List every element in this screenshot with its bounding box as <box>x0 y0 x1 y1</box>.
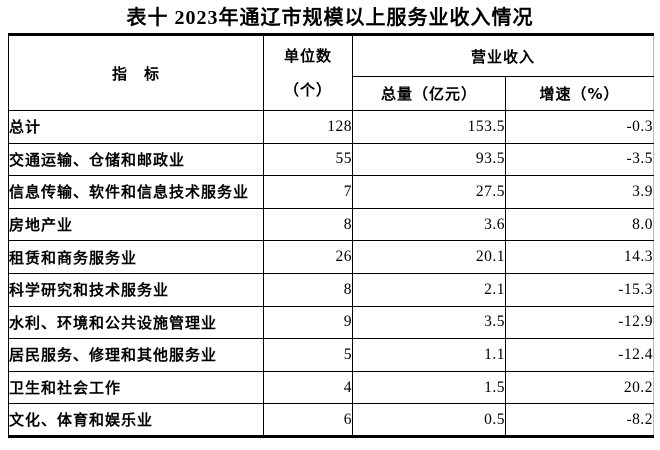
value-cell: 3.9 <box>504 175 655 209</box>
table-header-row-2: 总量（亿元） 增速（%） <box>9 76 655 111</box>
table-body: 总计 128 153.5 -0.3 交通运输、仓储和邮政业 55 93.5 -3.5 信息传输、… <box>8 110 655 437</box>
table-row: 交通运输、仓储和邮政业 55 93.5 -3.5 <box>8 142 655 177</box>
table-header-row-1: 指 标 单位数 （个） 营业收入 <box>8 34 655 111</box>
table-row: 水利、环境和公共设施管理业 9 3.5 -12.9 <box>8 305 655 340</box>
value-cell: -8.2 <box>504 403 655 437</box>
value-cell: -12.4 <box>504 338 655 372</box>
value-cell: 20.2 <box>504 370 655 405</box>
indicator-cell: 科学研究和技术服务业 <box>8 272 264 307</box>
indicator-cell: 房地产业 <box>8 207 264 242</box>
value-cell: 14.3 <box>504 240 655 274</box>
value-cell: 128 <box>263 110 353 144</box>
value-cell: 7 <box>263 175 353 209</box>
indicator-cell: 水利、环境和公共设施管理业 <box>8 305 264 340</box>
indicator-cell: 信息传输、软件和信息技术服务业 <box>8 175 264 209</box>
table-row: 房地产业 8 3.6 8.0 <box>8 207 655 242</box>
value-cell: 0.5 <box>352 403 506 437</box>
value-cell: 27.5 <box>352 175 506 209</box>
page-title: 表十 2023年通辽市规模以上服务业收入情况 <box>126 7 534 29</box>
col-header-units: 单位数 （个） <box>263 34 353 111</box>
value-cell: 4 <box>263 370 353 405</box>
value-cell: -0.3 <box>504 110 655 144</box>
col-header-units-line1: 单位数 <box>283 47 332 65</box>
table-row: 文化、体育和娱乐业 6 0.5 -8.2 <box>8 403 655 437</box>
table-row: 居民服务、修理和其他服务业 5 1.1 -12.4 <box>8 338 655 372</box>
value-cell: 5 <box>263 338 353 372</box>
value-cell: 55 <box>263 142 353 177</box>
table-header: 指 标 单位数 （个） 营业收入 总量（亿元） 增速（%） <box>8 34 655 111</box>
value-cell: 26 <box>263 240 353 274</box>
table-row: 科学研究和技术服务业 8 2.1 -15.3 <box>8 272 655 307</box>
value-cell: 9 <box>263 305 353 340</box>
value-cell: -12.9 <box>504 305 655 340</box>
indicator-cell: 交通运输、仓储和邮政业 <box>8 142 264 177</box>
value-cell: 8 <box>263 272 353 307</box>
col-header-revenue-group: 营业收入 <box>351 34 655 77</box>
value-cell: 3.5 <box>352 305 506 340</box>
value-cell: 153.5 <box>352 110 506 144</box>
indicator-cell: 租赁和商务服务业 <box>8 240 264 274</box>
col-header-units-line2: （个） <box>283 81 332 99</box>
col-header-revenue-growth: 增速（%） <box>504 76 655 111</box>
value-cell: 20.1 <box>352 240 506 274</box>
value-cell: 6 <box>263 403 353 437</box>
value-cell: 8 <box>263 207 353 242</box>
value-cell: -15.3 <box>504 272 655 307</box>
indicator-cell: 总计 <box>8 110 264 144</box>
value-cell: -3.5 <box>504 142 655 177</box>
indicator-cell: 卫生和社会工作 <box>8 370 264 405</box>
table-row: 卫生和社会工作 4 1.5 20.2 <box>8 370 655 405</box>
indicator-cell: 文化、体育和娱乐业 <box>8 403 264 437</box>
col-header-indicator: 指 标 <box>8 34 264 111</box>
value-cell: 1.1 <box>352 338 506 372</box>
stats-table: 指 标 单位数 （个） 营业收入 总量（亿元） 增速（%） 总计 128 153.5… <box>8 33 655 438</box>
col-header-revenue-total: 总量（亿元） <box>352 76 506 111</box>
value-cell: 93.5 <box>352 142 506 177</box>
indicator-cell: 居民服务、修理和其他服务业 <box>8 338 264 372</box>
table-row: 总计 128 153.5 -0.3 <box>8 110 655 144</box>
table-row: 信息传输、软件和信息技术服务业 7 27.5 3.9 <box>8 175 655 209</box>
value-cell: 1.5 <box>352 370 506 405</box>
value-cell: 3.6 <box>352 207 506 242</box>
value-cell: 8.0 <box>504 207 655 242</box>
table-row: 租赁和商务服务业 26 20.1 14.3 <box>8 240 655 274</box>
value-cell: 2.1 <box>352 272 506 307</box>
